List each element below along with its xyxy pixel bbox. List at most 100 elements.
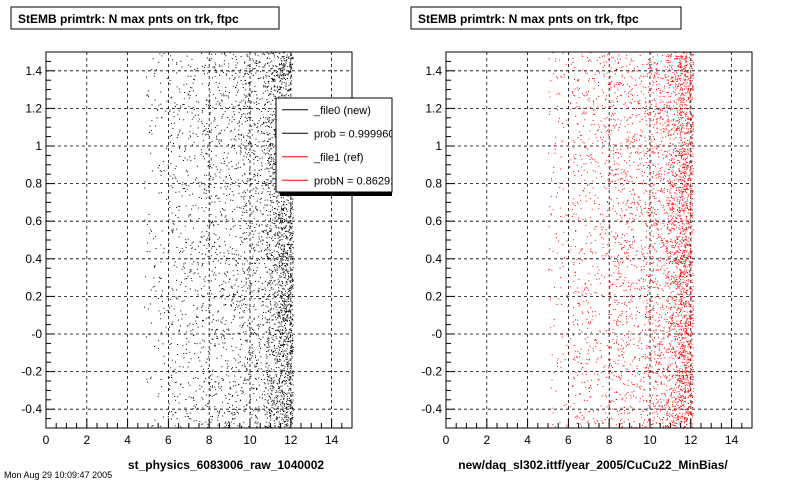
data-point (277, 426, 279, 427)
data-point (550, 387, 552, 389)
data-point (247, 180, 249, 182)
data-point (237, 91, 238, 93)
data-point (232, 319, 234, 321)
data-point (204, 67, 205, 69)
data-point (281, 56, 283, 58)
data-point (269, 61, 271, 63)
data-point (168, 218, 170, 220)
data-point (626, 83, 628, 85)
data-point (223, 180, 225, 182)
data-point (192, 132, 194, 134)
data-point (273, 387, 275, 389)
data-point (284, 277, 286, 279)
data-point (240, 69, 242, 71)
data-point (290, 399, 292, 401)
data-point (603, 238, 605, 240)
data-point (285, 62, 287, 64)
data-point (262, 315, 264, 317)
data-point (215, 64, 217, 66)
data-point (217, 238, 219, 240)
data-point (292, 315, 294, 317)
data-point (584, 399, 585, 401)
data-point (278, 315, 280, 317)
data-point (234, 106, 236, 108)
data-point (627, 285, 629, 287)
data-point (290, 53, 292, 55)
data-point (168, 312, 170, 314)
data-point (262, 289, 264, 291)
data-point (239, 399, 241, 401)
data-point (291, 284, 293, 286)
data-point (169, 411, 170, 413)
data-point (288, 89, 290, 91)
data-point (272, 93, 274, 95)
data-point (265, 354, 267, 356)
data-point (223, 346, 225, 348)
data-point (561, 262, 563, 264)
data-point (587, 93, 589, 95)
data-point (245, 339, 247, 341)
data-point (238, 354, 240, 356)
data-point (244, 251, 245, 253)
data-point (271, 379, 273, 381)
data-point (276, 302, 278, 304)
data-point (217, 376, 219, 378)
data-point (290, 347, 292, 349)
data-point (591, 379, 593, 381)
data-point (267, 233, 269, 235)
data-point (224, 209, 226, 211)
data-point (242, 241, 244, 243)
data-point (268, 149, 270, 151)
data-point (584, 289, 585, 291)
data-point (171, 229, 173, 231)
data-point (643, 381, 645, 383)
data-point (249, 336, 251, 338)
data-point (645, 106, 647, 107)
data-point (248, 235, 250, 237)
data-point (189, 351, 191, 353)
data-point (268, 425, 270, 427)
data-point (252, 263, 253, 264)
data-point (580, 135, 582, 137)
data-point (556, 304, 558, 305)
data-point (183, 104, 185, 106)
data-point (634, 287, 636, 289)
data-point (205, 404, 207, 406)
data-point (284, 376, 286, 378)
data-point (625, 397, 627, 399)
data-point (270, 142, 272, 144)
data-point (219, 132, 221, 134)
data-point (194, 249, 196, 250)
data-point (281, 281, 283, 283)
data-point (197, 120, 199, 122)
data-point (575, 154, 577, 155)
data-point (197, 407, 199, 409)
data-point (172, 370, 174, 372)
data-point (286, 57, 288, 58)
data-point (291, 304, 293, 306)
data-point (268, 282, 270, 284)
data-point (241, 240, 242, 242)
data-point (287, 320, 288, 322)
data-point (195, 95, 197, 97)
data-point (609, 313, 611, 315)
data-point (281, 245, 282, 247)
data-point (208, 219, 210, 221)
data-point (272, 293, 274, 295)
data-point (284, 380, 286, 382)
data-point (255, 192, 257, 194)
data-point (255, 72, 257, 74)
data-point (236, 206, 238, 208)
data-point (641, 287, 643, 289)
data-point (645, 120, 647, 122)
data-point (589, 158, 591, 160)
data-point (229, 278, 231, 280)
data-point (152, 286, 154, 288)
data-point (239, 228, 241, 229)
data-point (282, 402, 284, 404)
data-point (610, 303, 611, 305)
data-point (184, 291, 186, 292)
data-point (224, 422, 226, 424)
data-point (288, 426, 290, 428)
data-point (585, 218, 586, 220)
